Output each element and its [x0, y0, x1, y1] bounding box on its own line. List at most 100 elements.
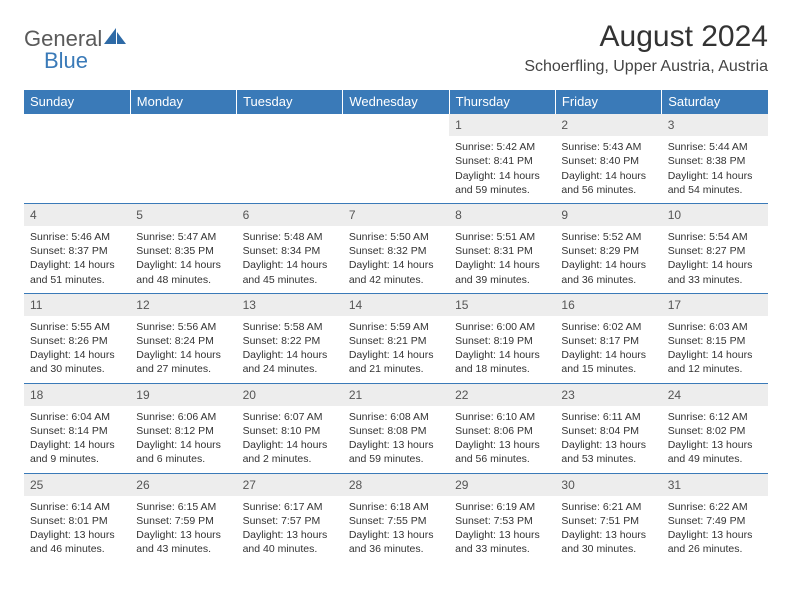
- daylight-line-2: and 26 minutes.: [668, 542, 762, 556]
- sunset-line: Sunset: 8:14 PM: [30, 424, 124, 438]
- daylight-line-1: Daylight: 13 hours: [349, 438, 443, 452]
- daylight-line-2: and 15 minutes.: [561, 362, 655, 376]
- day-detail-cell: [343, 136, 449, 203]
- sunrise-line: Sunrise: 6:02 AM: [561, 320, 655, 334]
- sunset-line: Sunset: 7:53 PM: [455, 514, 549, 528]
- day-number-cell: 20: [237, 383, 343, 406]
- day-detail-cell: Sunrise: 5:55 AMSunset: 8:26 PMDaylight:…: [24, 316, 130, 383]
- sunset-line: Sunset: 8:41 PM: [455, 154, 549, 168]
- daylight-line-2: and 36 minutes.: [561, 273, 655, 287]
- day-number-cell: 27: [237, 473, 343, 496]
- weekday-header: Wednesday: [343, 90, 449, 114]
- daylight-line-1: Daylight: 13 hours: [243, 528, 337, 542]
- daylight-line-2: and 45 minutes.: [243, 273, 337, 287]
- sunset-line: Sunset: 8:21 PM: [349, 334, 443, 348]
- daylight-line-2: and 18 minutes.: [455, 362, 549, 376]
- day-number-cell: 11: [24, 293, 130, 316]
- sunrise-line: Sunrise: 6:00 AM: [455, 320, 549, 334]
- day-number-cell: 18: [24, 383, 130, 406]
- day-detail-cell: Sunrise: 5:43 AMSunset: 8:40 PMDaylight:…: [555, 136, 661, 203]
- day-number-cell: 1: [449, 114, 555, 137]
- day-detail-cell: Sunrise: 5:54 AMSunset: 8:27 PMDaylight:…: [662, 226, 768, 293]
- day-detail-cell: [237, 136, 343, 203]
- weekday-header: Sunday: [24, 90, 130, 114]
- daylight-line-2: and 21 minutes.: [349, 362, 443, 376]
- daylight-line-1: Daylight: 14 hours: [136, 348, 230, 362]
- day-detail-cell: Sunrise: 6:19 AMSunset: 7:53 PMDaylight:…: [449, 496, 555, 563]
- day-detail-cell: Sunrise: 6:02 AMSunset: 8:17 PMDaylight:…: [555, 316, 661, 383]
- day-number-cell: 10: [662, 203, 768, 226]
- day-number-cell: 22: [449, 383, 555, 406]
- day-number-cell: 31: [662, 473, 768, 496]
- day-number-cell: 7: [343, 203, 449, 226]
- day-number-cell: 25: [24, 473, 130, 496]
- daylight-line-1: Daylight: 14 hours: [136, 438, 230, 452]
- sunset-line: Sunset: 8:22 PM: [243, 334, 337, 348]
- daylight-line-2: and 27 minutes.: [136, 362, 230, 376]
- day-detail-cell: Sunrise: 5:42 AMSunset: 8:41 PMDaylight:…: [449, 136, 555, 203]
- daylight-line-2: and 56 minutes.: [561, 183, 655, 197]
- daylight-line-1: Daylight: 14 hours: [455, 258, 549, 272]
- daylight-line-2: and 2 minutes.: [243, 452, 337, 466]
- day-detail-cell: Sunrise: 5:59 AMSunset: 8:21 PMDaylight:…: [343, 316, 449, 383]
- sunset-line: Sunset: 8:12 PM: [136, 424, 230, 438]
- daylight-line-1: Daylight: 14 hours: [349, 258, 443, 272]
- day-number-row: 18192021222324: [24, 383, 768, 406]
- sunrise-line: Sunrise: 6:07 AM: [243, 410, 337, 424]
- daylight-line-2: and 46 minutes.: [30, 542, 124, 556]
- sunset-line: Sunset: 7:51 PM: [561, 514, 655, 528]
- weekday-header: Saturday: [662, 90, 768, 114]
- sunrise-line: Sunrise: 5:50 AM: [349, 230, 443, 244]
- sunrise-line: Sunrise: 5:46 AM: [30, 230, 124, 244]
- sunrise-line: Sunrise: 5:54 AM: [668, 230, 762, 244]
- daylight-line-1: Daylight: 14 hours: [561, 348, 655, 362]
- daylight-line-1: Daylight: 14 hours: [668, 169, 762, 183]
- logo-sail-icon: [102, 26, 128, 46]
- day-detail-cell: Sunrise: 6:22 AMSunset: 7:49 PMDaylight:…: [662, 496, 768, 563]
- daylight-line-2: and 9 minutes.: [30, 452, 124, 466]
- daylight-line-1: Daylight: 14 hours: [668, 348, 762, 362]
- day-detail-cell: Sunrise: 6:12 AMSunset: 8:02 PMDaylight:…: [662, 406, 768, 473]
- day-detail-row: Sunrise: 5:55 AMSunset: 8:26 PMDaylight:…: [24, 316, 768, 383]
- sunrise-line: Sunrise: 6:14 AM: [30, 500, 124, 514]
- sunrise-line: Sunrise: 5:55 AM: [30, 320, 124, 334]
- sunrise-line: Sunrise: 5:58 AM: [243, 320, 337, 334]
- sunset-line: Sunset: 8:34 PM: [243, 244, 337, 258]
- day-detail-cell: Sunrise: 6:14 AMSunset: 8:01 PMDaylight:…: [24, 496, 130, 563]
- day-detail-cell: Sunrise: 6:06 AMSunset: 8:12 PMDaylight:…: [130, 406, 236, 473]
- daylight-line-2: and 12 minutes.: [668, 362, 762, 376]
- daylight-line-1: Daylight: 14 hours: [455, 169, 549, 183]
- day-number-cell: 16: [555, 293, 661, 316]
- calendar-table: SundayMondayTuesdayWednesdayThursdayFrid…: [24, 90, 768, 562]
- day-detail-cell: Sunrise: 6:08 AMSunset: 8:08 PMDaylight:…: [343, 406, 449, 473]
- day-detail-cell: Sunrise: 6:04 AMSunset: 8:14 PMDaylight:…: [24, 406, 130, 473]
- day-number-cell: 19: [130, 383, 236, 406]
- title-block: August 2024 Schoerfling, Upper Austria, …: [524, 20, 768, 76]
- daylight-line-1: Daylight: 14 hours: [455, 348, 549, 362]
- sunrise-line: Sunrise: 5:42 AM: [455, 140, 549, 154]
- sunrise-line: Sunrise: 5:59 AM: [349, 320, 443, 334]
- day-detail-cell: Sunrise: 5:56 AMSunset: 8:24 PMDaylight:…: [130, 316, 236, 383]
- day-detail-row: Sunrise: 5:46 AMSunset: 8:37 PM Daylight:…: [24, 226, 768, 293]
- sunrise-line: Sunrise: 6:10 AM: [455, 410, 549, 424]
- day-detail-cell: Sunrise: 6:15 AMSunset: 7:59 PMDaylight:…: [130, 496, 236, 563]
- day-number-cell: 30: [555, 473, 661, 496]
- sunset-line: Sunset: 8:15 PM: [668, 334, 762, 348]
- sunrise-line: Sunrise: 6:22 AM: [668, 500, 762, 514]
- sunset-line: Sunset: 8:29 PM: [561, 244, 655, 258]
- day-number-cell: 5: [130, 203, 236, 226]
- sunrise-line: Sunrise: 6:06 AM: [136, 410, 230, 424]
- sunset-line: Sunset: 8:37 PM: [30, 244, 124, 258]
- day-detail-cell: Sunrise: 5:51 AMSunset: 8:31 PMDaylight:…: [449, 226, 555, 293]
- sunrise-line: Sunrise: 5:52 AM: [561, 230, 655, 244]
- sunset-line: Sunset: 8:40 PM: [561, 154, 655, 168]
- daylight-line-2: and 33 minutes.: [455, 542, 549, 556]
- daylight-line-1: Daylight: 14 hours: [243, 438, 337, 452]
- daylight-line-1: Daylight: 13 hours: [455, 438, 549, 452]
- daylight-line-2: and 48 minutes.: [136, 273, 230, 287]
- sunset-line: Sunset: 8:32 PM: [349, 244, 443, 258]
- daylight-line-1: Daylight: 13 hours: [349, 528, 443, 542]
- sunset-line: Sunset: 8:06 PM: [455, 424, 549, 438]
- sunrise-line: Sunrise: 6:15 AM: [136, 500, 230, 514]
- daylight-line-1: Daylight: 14 hours: [668, 258, 762, 272]
